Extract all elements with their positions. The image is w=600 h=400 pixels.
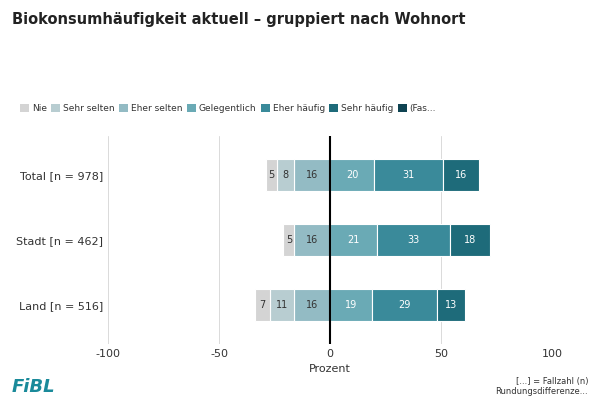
Bar — [295, 224, 330, 256]
X-axis label: Prozent: Prozent — [309, 364, 351, 374]
Text: 16: 16 — [306, 170, 319, 180]
Text: 11: 11 — [276, 300, 289, 310]
Text: 18: 18 — [464, 235, 476, 245]
Bar — [254, 289, 270, 321]
Text: 16: 16 — [306, 300, 319, 310]
Bar — [374, 159, 443, 191]
Text: [...] = Fallzahl (n)
Rundungsdifferenze...: [...] = Fallzahl (n) Rundungsdifferenze.… — [496, 377, 588, 396]
Text: FiBL: FiBL — [12, 378, 56, 396]
Text: Biokonsumhäufigkeit aktuell – gruppiert nach Wohnort: Biokonsumhäufigkeit aktuell – gruppiert … — [12, 12, 466, 27]
Bar — [330, 224, 377, 256]
Bar — [270, 289, 295, 321]
Bar — [330, 159, 374, 191]
Text: 33: 33 — [407, 235, 419, 245]
Text: 5: 5 — [286, 235, 292, 245]
Text: 16: 16 — [306, 235, 319, 245]
Bar — [277, 159, 295, 191]
Text: 31: 31 — [403, 170, 415, 180]
Legend: Nie, Sehr selten, Eher selten, Gelegentlich, Eher häufig, Sehr häufig, (Fas...: Nie, Sehr selten, Eher selten, Gelegentl… — [17, 100, 440, 117]
Bar — [437, 289, 466, 321]
Bar — [295, 159, 330, 191]
Bar — [330, 289, 372, 321]
Text: 20: 20 — [346, 170, 358, 180]
Text: 16: 16 — [455, 170, 467, 180]
Bar — [450, 224, 490, 256]
Bar — [443, 159, 479, 191]
Text: 13: 13 — [445, 300, 457, 310]
Bar — [372, 289, 437, 321]
Text: 8: 8 — [283, 170, 289, 180]
Bar — [266, 159, 277, 191]
Bar — [295, 289, 330, 321]
Text: 5: 5 — [268, 170, 274, 180]
Bar — [377, 224, 450, 256]
Text: 21: 21 — [347, 235, 359, 245]
Text: 7: 7 — [259, 300, 265, 310]
Text: 29: 29 — [398, 300, 410, 310]
Text: 19: 19 — [345, 300, 357, 310]
Bar — [283, 224, 295, 256]
